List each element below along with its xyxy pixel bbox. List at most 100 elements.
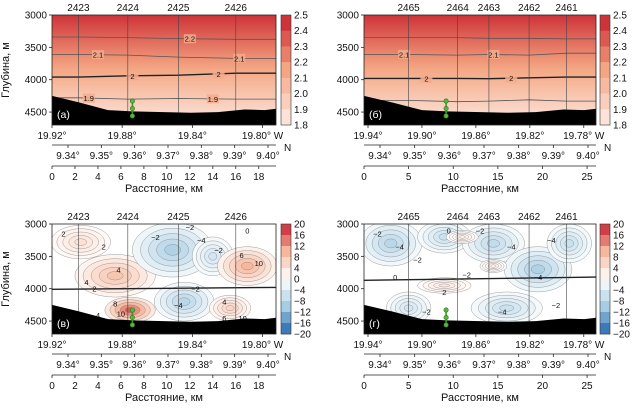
vent-marker-dot <box>443 106 449 112</box>
seafloor <box>52 95 276 125</box>
lat-tick-label: 9.34° <box>368 151 391 162</box>
colorbar-tick-label: 1.9 <box>613 105 627 116</box>
lat-tick-label: 9.34° <box>56 151 79 162</box>
contour-label: 1.9 <box>208 95 218 104</box>
colorbar-tick-label: 20 <box>294 220 306 231</box>
colorbar-segment <box>281 290 291 302</box>
colorbar-segment <box>600 77 610 94</box>
distance-tick-label: 4 <box>95 381 101 392</box>
colorbar-tick-label: 2.0 <box>294 89 308 100</box>
colorbar-tick-label: 2.1 <box>294 73 308 84</box>
vent-marker-dot <box>129 307 135 313</box>
contour-label: −4 <box>197 236 206 245</box>
colorbar-tick-label: 1.8 <box>294 121 308 132</box>
colorbar-tick-label: 2.4 <box>613 26 627 37</box>
distance-tick-label: 0 <box>49 381 55 392</box>
distance-tick-label: 12 <box>184 381 196 392</box>
y-tick-label: 3500 <box>337 252 360 263</box>
anomaly-contour <box>106 271 124 281</box>
panel-label: (г) <box>369 318 380 330</box>
colorbar-segment <box>281 77 291 94</box>
lat-tick-label: 9.34° <box>56 360 79 371</box>
station-label: 2462 <box>518 212 541 223</box>
colorbar-segment <box>600 268 610 280</box>
station-label: 2464 <box>447 212 470 223</box>
distance-tick-label: 10 <box>161 172 173 183</box>
contour-label: 4 <box>117 265 121 274</box>
colorbar-tick-label: −12 <box>294 308 311 319</box>
lat-tick-label: 9.40° <box>256 151 279 162</box>
colorbar-tick-label: 2.5 <box>613 11 627 22</box>
y-axis-label: Глубина, м <box>0 42 12 98</box>
distance-tick-label: 10 <box>448 381 460 392</box>
distance-tick-label: 16 <box>230 381 242 392</box>
distance-tick-label: 20 <box>537 172 549 183</box>
colorbar-segment <box>600 93 610 110</box>
vent-marker-dot <box>129 113 135 119</box>
vent-marker-dot <box>443 307 449 313</box>
station-label: 2424 <box>117 212 140 223</box>
colorbar-segment <box>281 62 291 79</box>
colorbar-segment <box>600 30 610 47</box>
vent-marker-dot <box>443 322 449 328</box>
station-label: 2463 <box>478 212 501 223</box>
contour-label: −2 <box>422 307 431 316</box>
distance-tick-label: 25 <box>582 172 594 183</box>
colorbar-tick-label: 12 <box>294 242 306 253</box>
contour-label: 2.1 <box>488 51 498 60</box>
lat-tick-label: 9.40° <box>256 360 279 371</box>
lon-tick-label: 19.90° <box>407 131 436 142</box>
lat-suffix: N <box>604 352 611 363</box>
lon-tick-label: 19.84° <box>178 340 207 351</box>
contour-label: 2.2 <box>185 35 195 44</box>
colorbar-tick-label: 16 <box>294 231 306 242</box>
contour-label: 2 <box>92 285 96 294</box>
isotherm-2-line <box>364 276 596 281</box>
isotherm-2-line <box>52 286 276 291</box>
contour-label: −2 <box>214 246 223 255</box>
colorbar-segment <box>281 279 291 291</box>
panel-1: 2.2 2.1 2.1 2 2 1.9 1.9 2423 2424 2425 2426 3000 350… <box>0 3 308 195</box>
lon-tick-label: 19.84° <box>178 131 207 142</box>
anomaly-contour <box>499 304 515 312</box>
lon-tick-label: 19.94° <box>353 131 382 142</box>
colorbar-segment <box>281 224 291 236</box>
contour-label: −2 <box>186 223 195 232</box>
lat-tick-label: 9.39° <box>223 360 246 371</box>
contour-label: −2 <box>413 256 422 265</box>
anomaly-contour <box>384 238 398 249</box>
station-label: 2461 <box>555 3 578 14</box>
colorbar-tick-label: 0 <box>294 275 300 286</box>
x-axis-label: Расстояние, км <box>441 392 519 404</box>
lat-tick-label: 9.38° <box>190 151 213 162</box>
lon-tick-label: 19.80° W <box>242 131 284 142</box>
contour-label: 2 <box>61 230 65 239</box>
plot-frame <box>363 223 597 335</box>
panel-label: (а) <box>57 109 70 121</box>
lat-tick-label: 9.37° <box>156 360 179 371</box>
panel-4: −2−4−20−2−4−40−22−4−2−4−2424652464246324… <box>337 212 631 404</box>
contour-line-1.9 <box>52 97 276 100</box>
colorbar-tick-label: −8 <box>294 297 306 308</box>
colorbar-tick-label: 1.8 <box>613 121 627 132</box>
colorbar: 2.5 2.4 2.3 2.2 2.1 2.0 1.9 1.8 <box>599 11 627 132</box>
anomaly-contour <box>208 252 218 261</box>
contour-label: 2.1 <box>399 50 409 59</box>
seafloor <box>364 304 596 334</box>
plot-frame <box>363 14 597 126</box>
colorbar-segment <box>600 246 610 258</box>
contour-label: 2 <box>509 74 513 83</box>
lat-tick-label: 9.36° <box>123 151 146 162</box>
vent-marker-dot <box>129 98 135 104</box>
contour-label: 0 <box>393 273 397 282</box>
anomaly-field <box>364 224 592 325</box>
y-tick-label: 3000 <box>25 11 48 22</box>
colorbar-tick-label: −12 <box>613 308 630 319</box>
x-axis-label: Расстояние, км <box>441 183 519 195</box>
colorbar-frame <box>280 14 292 126</box>
colorbar-tick-label: −16 <box>613 319 630 330</box>
distance-tick-label: 14 <box>207 381 219 392</box>
lat-tick-label: 9.39° <box>542 151 565 162</box>
